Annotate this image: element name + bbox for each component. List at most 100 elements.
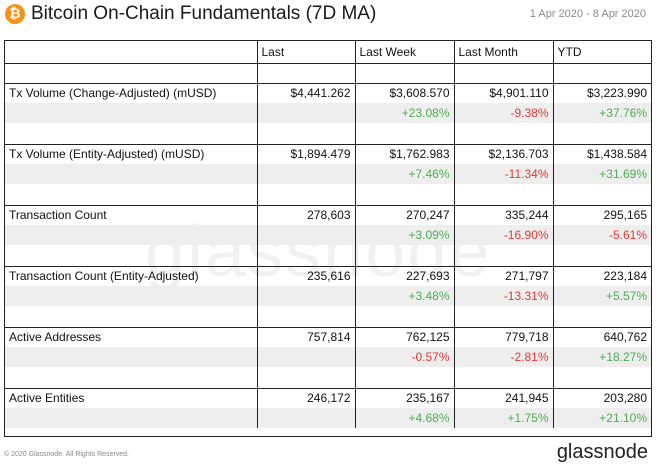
gap-cell: [257, 123, 356, 144]
metric-label: Tx Volume (Change-Adjusted) (mUSD): [5, 82, 258, 103]
metric-value-cell: $1,762.983: [355, 143, 455, 164]
metric-change-cell: +3.48%: [355, 286, 455, 306]
date-range: 1 Apr 2020 - 8 Apr 2020: [529, 8, 646, 20]
metric-value-cell: 227,693: [355, 265, 455, 286]
change-label-cell: [5, 164, 258, 184]
metric-change-cell: [257, 347, 356, 367]
metric-change-cell: +21.10%: [553, 408, 651, 428]
gap-row: [5, 184, 651, 205]
gap-cell: [355, 184, 455, 205]
gap-cell: [553, 123, 651, 144]
gap-cell: [5, 367, 258, 388]
metric-value-cell: 223,184: [553, 265, 651, 286]
gap-cell: [553, 367, 651, 388]
gap-cell: [454, 184, 554, 205]
gap-cell: [553, 245, 651, 266]
metric-change-cell: -11.34%: [454, 164, 554, 184]
metric-value-row: Transaction Count 278,603 270,247 335,244 29…: [5, 204, 651, 225]
metric-value-cell: 271,797: [454, 265, 554, 286]
metric-value-cell: 295,165: [553, 204, 651, 225]
metric-value-row: Transaction Count (Entity-Adjusted) 235,6…: [5, 265, 651, 286]
metric-label: Active Addresses: [5, 326, 258, 347]
metric-change-cell: -5.61%: [553, 225, 651, 245]
change-label-cell: [5, 408, 258, 428]
gap-cell: [5, 184, 258, 205]
spacer-cell: [553, 63, 651, 83]
metric-change-cell: +7.46%: [355, 164, 455, 184]
metric-value-cell: $2,136.703: [454, 143, 554, 164]
metric-value-cell: $1,894.479: [257, 143, 356, 164]
metric-value-cell: 246,172: [257, 387, 356, 408]
metric-change-cell: +31.69%: [553, 164, 651, 184]
gap-cell: [454, 306, 554, 327]
metric-value-cell: $3,223.990: [553, 82, 651, 103]
gap-cell: [355, 123, 455, 144]
gap-cell: [5, 306, 258, 327]
bitcoin-icon: ₿: [5, 4, 25, 24]
metric-value-cell: $3,608.570: [355, 82, 455, 103]
metric-change-cell: +5.57%: [553, 286, 651, 306]
metric-change-cell: [257, 103, 356, 123]
metric-value-cell: 278,603: [257, 204, 356, 225]
header-cell-last-week: Last Week: [355, 41, 455, 64]
gap-cell: [257, 306, 356, 327]
metric-value-cell: 235,616: [257, 265, 356, 286]
change-label-cell: [5, 347, 258, 367]
gap-row: [5, 306, 651, 327]
fundamentals-table: Last Last Week Last Month YTD Tx Volume …: [5, 41, 651, 428]
table-header-row: Last Last Week Last Month YTD: [5, 41, 651, 64]
header: ₿ Bitcoin On-Chain Fundamentals (7D MA) …: [0, 0, 656, 32]
gap-cell: [355, 306, 455, 327]
metric-change-cell: -9.38%: [454, 103, 554, 123]
gap-row: [5, 367, 651, 388]
metric-value-cell: 762,125: [355, 326, 455, 347]
metric-value-cell: 270,247: [355, 204, 455, 225]
metric-change-row: +3.48% -13.31% +5.57%: [5, 286, 651, 306]
gap-cell: [454, 245, 554, 266]
fundamentals-table-container: glassnode Last Last Week Last Month YTD …: [4, 40, 652, 437]
metric-change-cell: +37.76%: [553, 103, 651, 123]
metric-change-cell: -0.57%: [355, 347, 455, 367]
gap-cell: [257, 245, 356, 266]
metric-value-cell: 640,762: [553, 326, 651, 347]
gap-cell: [454, 367, 554, 388]
metric-label: Transaction Count: [5, 204, 258, 225]
metric-change-cell: -13.31%: [454, 286, 554, 306]
header-cell-last: Last: [257, 41, 356, 64]
metric-change-cell: [257, 408, 356, 428]
metric-value-row: Tx Volume (Entity-Adjusted) (mUSD) $1,894…: [5, 143, 651, 164]
metric-change-row: +23.08% -9.38% +37.76%: [5, 103, 651, 123]
spacer-cell: [257, 63, 356, 83]
metric-value-cell: 779,718: [454, 326, 554, 347]
metric-change-cell: +4.68%: [355, 408, 455, 428]
change-label-cell: [5, 225, 258, 245]
metric-change-cell: [257, 225, 356, 245]
metric-value-cell: 235,167: [355, 387, 455, 408]
gap-cell: [5, 245, 258, 266]
change-label-cell: [5, 286, 258, 306]
metric-change-row: +7.46% -11.34% +31.69%: [5, 164, 651, 184]
brand-logo: glassnode: [556, 441, 648, 463]
metric-change-row: -0.57% -2.81% +18.27%: [5, 347, 651, 367]
metric-value-row: Active Entities 246,172 235,167 241,945 203,…: [5, 387, 651, 408]
metric-change-cell: [257, 286, 356, 306]
gap-cell: [553, 184, 651, 205]
spacer-cell: [355, 63, 455, 83]
gap-row: [5, 245, 651, 266]
header-cell-label: [5, 41, 258, 64]
gap-cell: [454, 123, 554, 144]
metric-change-cell: +3.09%: [355, 225, 455, 245]
metric-change-cell: -2.81%: [454, 347, 554, 367]
metric-value-cell: $1,438.584: [553, 143, 651, 164]
metric-change-cell: +18.27%: [553, 347, 651, 367]
metric-change-cell: -16.90%: [454, 225, 554, 245]
metric-change-cell: +23.08%: [355, 103, 455, 123]
spacer-cell: [454, 63, 554, 83]
spacer-cell: [5, 63, 258, 83]
metric-change-cell: +1.75%: [454, 408, 554, 428]
gap-cell: [355, 367, 455, 388]
metric-value-row: Tx Volume (Change-Adjusted) (mUSD) $4,441…: [5, 82, 651, 103]
metric-change-row: +3.09% -16.90% -5.61%: [5, 225, 651, 245]
table-body: Last Last Week Last Month YTD Tx Volume …: [5, 41, 651, 428]
metric-value-cell: 335,244: [454, 204, 554, 225]
